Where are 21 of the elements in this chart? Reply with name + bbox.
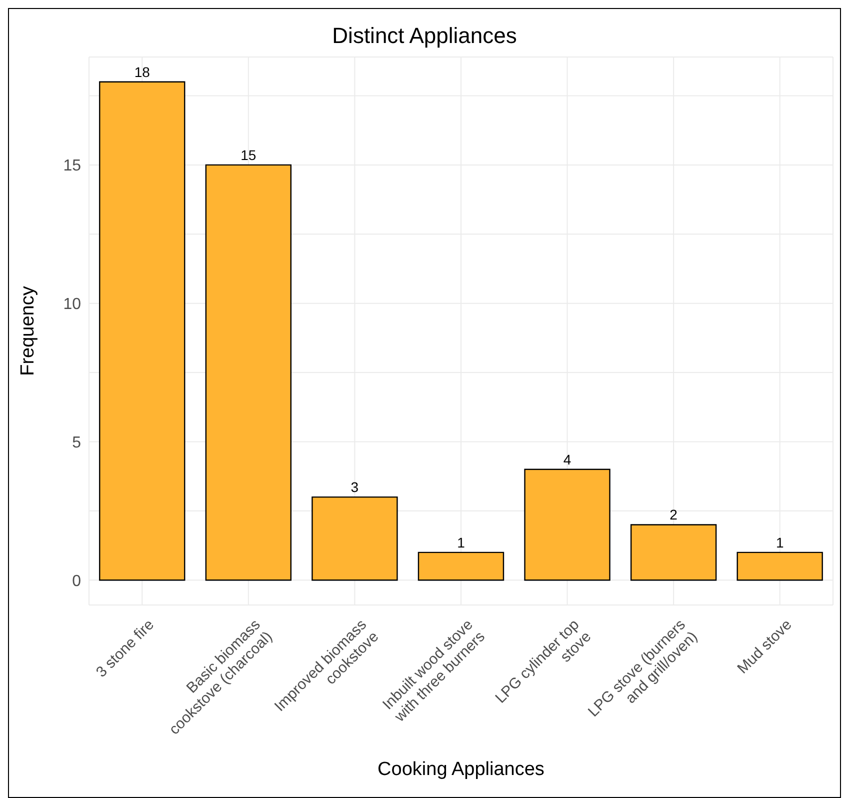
bar [99,81,186,581]
data-label: 4 [563,451,572,468]
bar [524,468,610,581]
data-label: 15 [240,146,256,163]
chart-title: Distinct Appliances [331,23,518,49]
bar [205,164,292,581]
data-label: 1 [776,534,784,550]
data-label: 3 [350,479,359,496]
data-label: 2 [670,506,678,523]
data-label: 1 [457,534,466,550]
x-axis-title: Cooking Appliances [378,759,544,780]
y-tick-label: 5 [72,434,82,452]
bar [418,552,504,581]
y-tick-label: 0 [72,572,82,590]
bar [736,552,823,581]
data-label: 18 [134,64,150,80]
bar [630,524,717,581]
bar [312,496,398,581]
y-axis-title: Frequency [18,286,39,376]
y-tick-label: 15 [63,158,82,175]
y-tick-label: 10 [63,296,82,314]
